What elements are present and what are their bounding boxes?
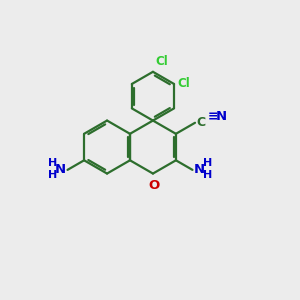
Text: H: H — [203, 170, 212, 180]
Text: N: N — [194, 164, 206, 176]
Text: H: H — [48, 158, 57, 168]
Text: H: H — [48, 170, 57, 180]
Text: O: O — [148, 179, 160, 192]
Text: H: H — [203, 158, 212, 168]
Text: N: N — [216, 110, 227, 123]
Text: Cl: Cl — [155, 55, 168, 68]
Text: N: N — [55, 163, 66, 176]
Text: Cl: Cl — [178, 77, 190, 90]
Text: C: C — [197, 116, 206, 129]
Text: ≡: ≡ — [208, 110, 218, 123]
